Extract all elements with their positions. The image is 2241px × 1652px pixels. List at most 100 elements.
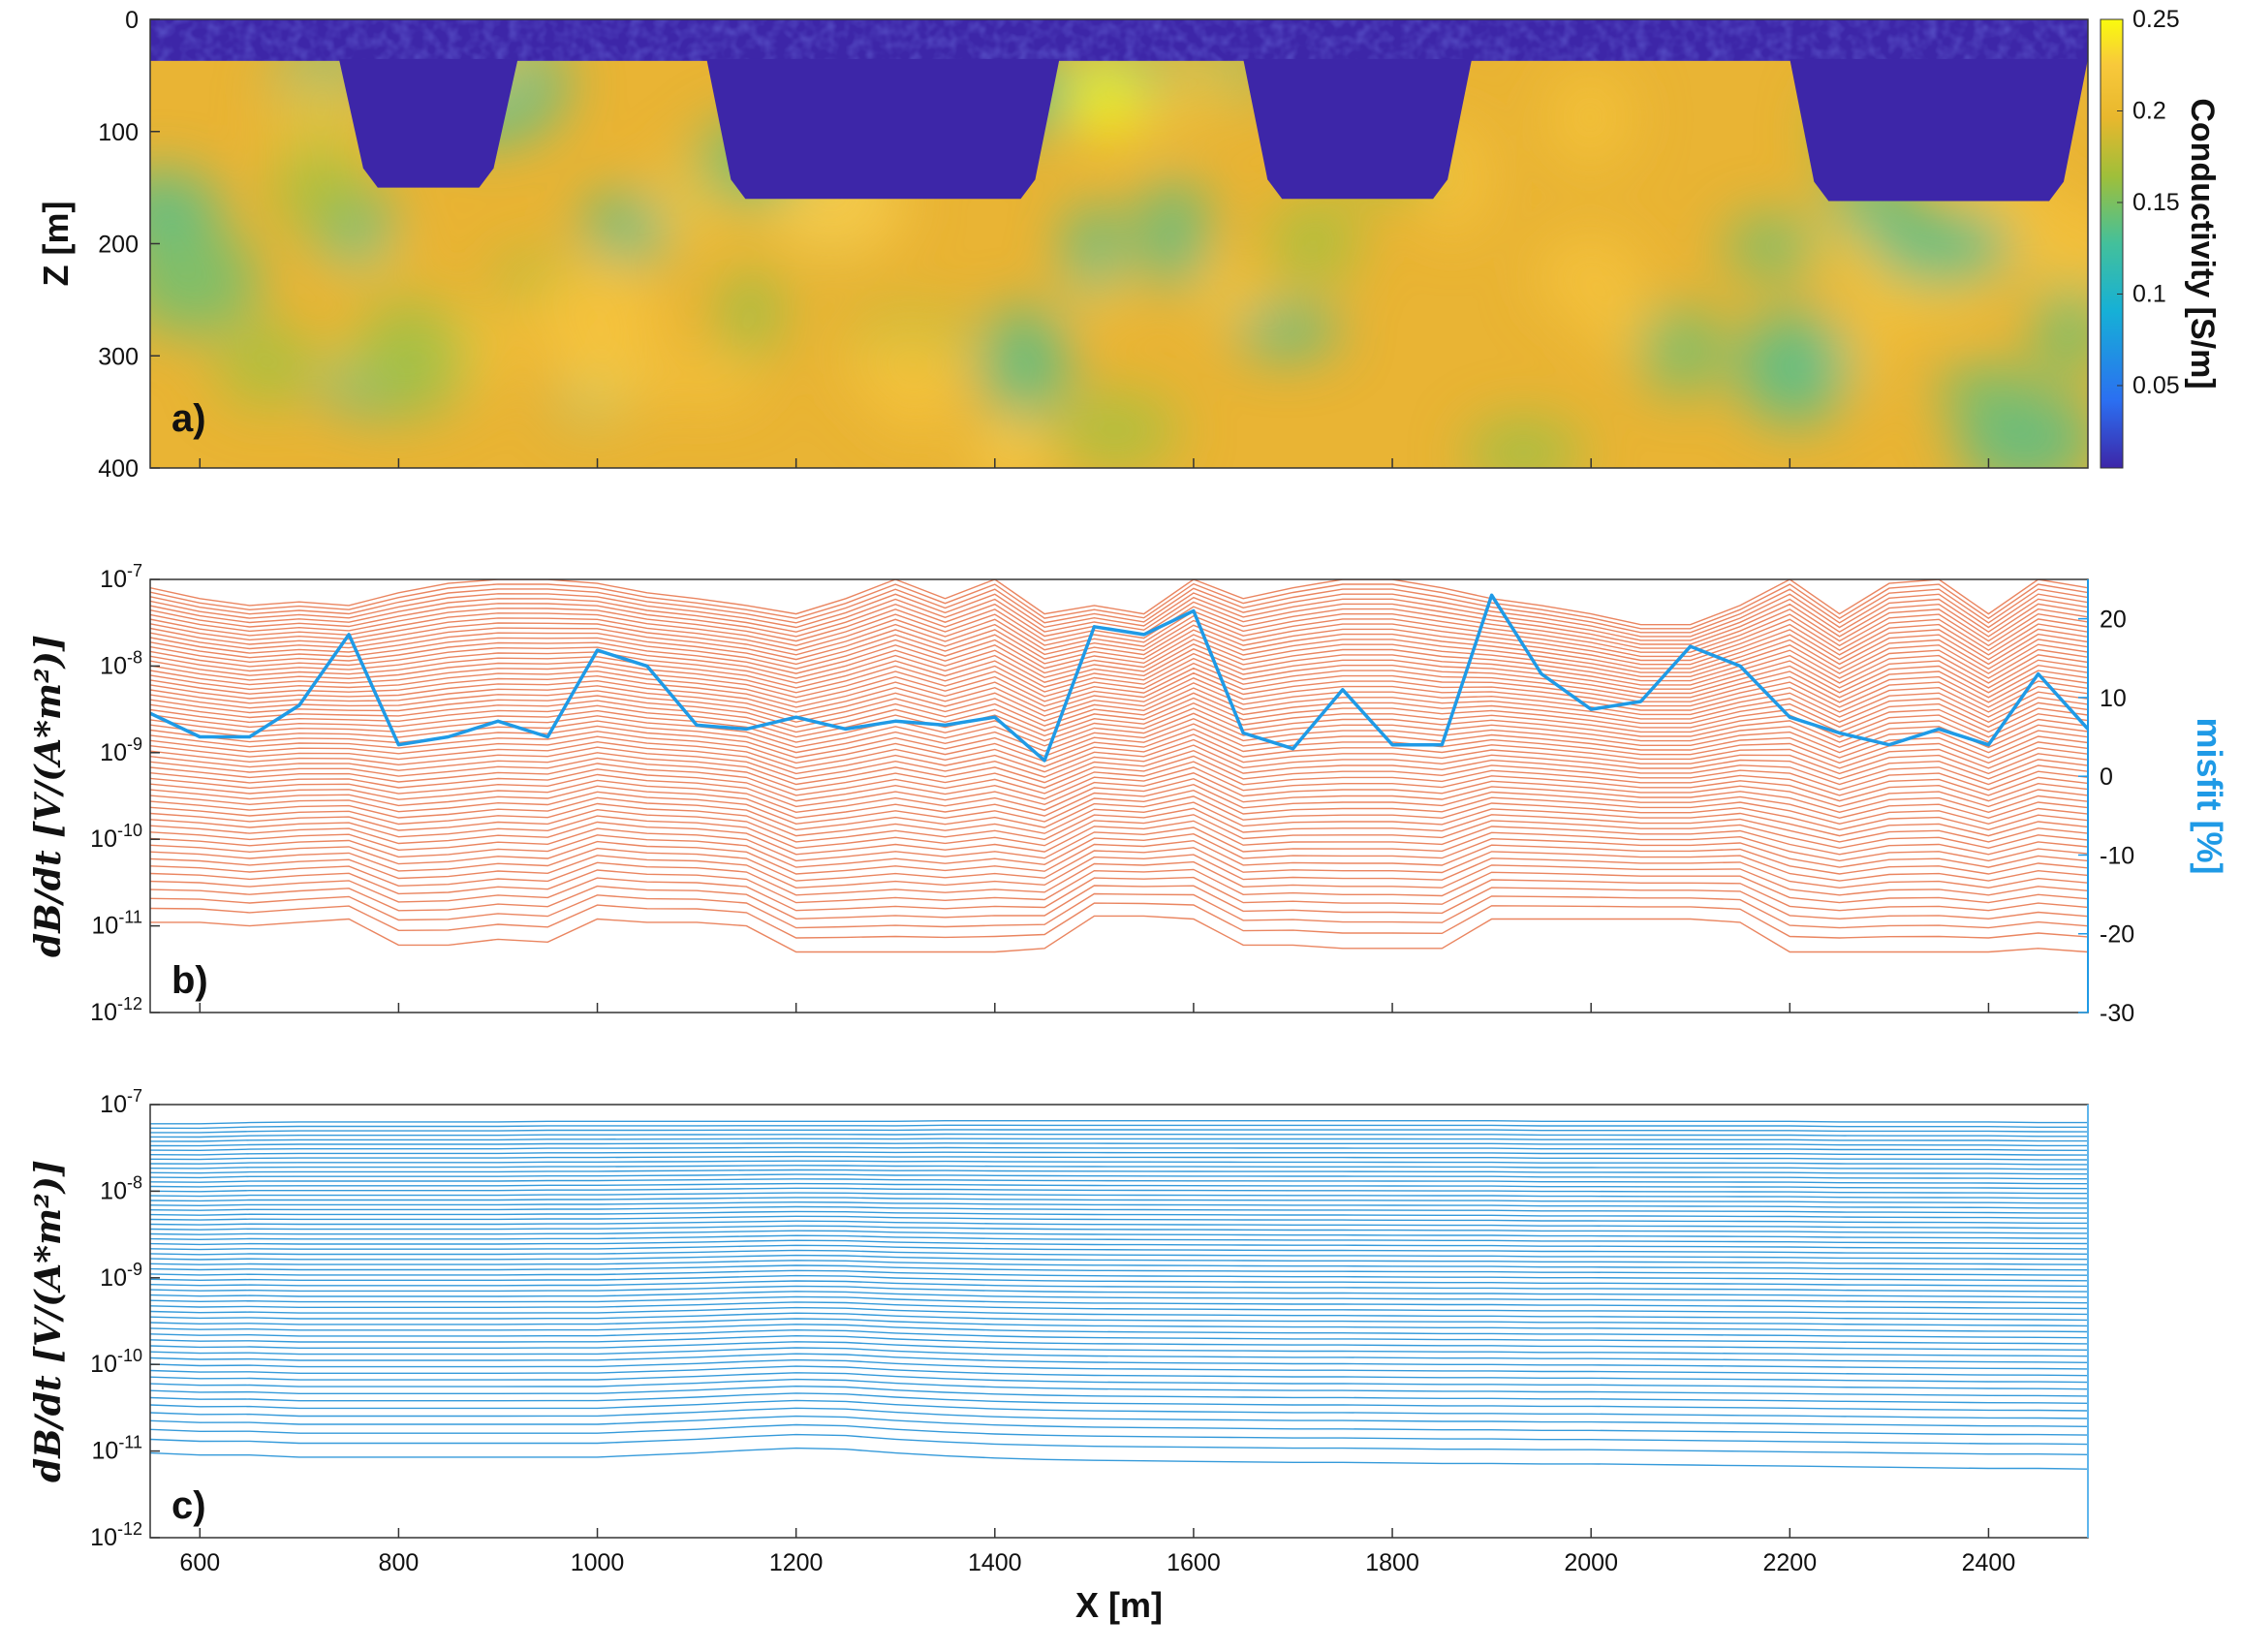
channel-1 (338, 58, 518, 188)
conductivity-blob (1465, 418, 1583, 468)
conductivity-colorbar: 0.05 0.1 0.15 0.2 0.25 (2100, 6, 2180, 469)
conductivity-blob (1934, 363, 2033, 414)
dbdt-curve (150, 1173, 2088, 1180)
dbdt-curve (150, 1318, 2088, 1333)
conductivity-texture (150, 25, 2088, 468)
panel-b-dbdt-curves (150, 579, 2088, 1013)
y-tick-label: 10-11 (92, 1433, 143, 1465)
dbdt-curve (150, 789, 2088, 826)
y-tick-label: 10-7 (100, 561, 142, 593)
panel-a-y-tick-label: 400 (98, 455, 139, 483)
dbdt-curve (150, 1197, 2088, 1204)
misfit-tick-label: -10 (2100, 842, 2134, 869)
dbdt-curve (150, 614, 2088, 658)
channel-3 (1243, 58, 1473, 200)
conductivity-blob (1737, 310, 1852, 424)
panel-a-y-tick-label: 100 (98, 119, 139, 146)
dbdt-curve (150, 738, 2088, 775)
colorbar-tick-label: 0.15 (2132, 189, 2180, 216)
channel-2 (706, 58, 1060, 200)
misfit-tick-label: -20 (2100, 921, 2134, 949)
dbdt-curve (150, 1146, 2088, 1152)
panel-a-conductivity-section: 0 100 200 300 400 Z [m] a) 0.05 0.1 0.15 0.2 0.2… (36, 6, 2221, 483)
dbdt-curve (150, 587, 2088, 634)
dbdt-curve (150, 1230, 2088, 1239)
dbdt-curve (150, 814, 2088, 850)
dbdt-curve (150, 902, 2088, 939)
dbdt-curve (150, 1392, 2088, 1412)
dbdt-curve (150, 801, 2088, 837)
dbdt-curve (150, 1353, 2088, 1370)
conductivity-blob (1065, 203, 1124, 296)
conductivity-blob (1547, 66, 1633, 169)
dbdt-curve (150, 1133, 2088, 1138)
misfit-tick-label: -30 (2100, 1000, 2134, 1027)
conductivity-blob (1065, 59, 1143, 138)
dbdt-curve (150, 1124, 2088, 1130)
conductivity-blob (1998, 203, 2088, 293)
dbdt-curve (150, 1254, 2088, 1265)
conductivity-blob (1233, 305, 1340, 357)
panel-b-observed-data: 10-12 10-11 10-10 10-9 10-8 10-7 -30 -20 -10 0 10 2… (28, 561, 2229, 1027)
dbdt-curve (150, 652, 2088, 690)
dbdt-curve (150, 579, 2088, 626)
dbdt-curve (150, 1178, 2088, 1185)
dbdt-curve (150, 1415, 2088, 1436)
conductivity-blob (1536, 232, 1645, 323)
colorbar-tick-label: 0.05 (2132, 372, 2180, 399)
channel-4 (1790, 58, 2088, 202)
dbdt-curve (150, 1165, 2088, 1170)
dbdt-curve (150, 1423, 2088, 1446)
conductivity-blob (1145, 57, 1249, 113)
dbdt-curve (150, 1280, 2088, 1293)
dbdt-curve (150, 647, 2088, 686)
conductivity-blob (878, 364, 954, 435)
x-tick-label: 1000 (571, 1549, 625, 1576)
panel-b-axes: 10-12 10-11 10-10 10-9 10-8 10-7 -30 -20 -10 0 10 2… (90, 561, 2134, 1027)
dbdt-curve (150, 915, 2088, 953)
dbdt-curve (150, 624, 2088, 666)
dbdt-curve (150, 832, 2088, 868)
dbdt-curve (150, 1244, 2088, 1256)
dbdt-curve (150, 1200, 2088, 1209)
dbdt-curve (150, 1341, 2088, 1357)
dbdt-curve (150, 596, 2088, 641)
colorbar-label: Conductivity [S/m] (2184, 98, 2221, 389)
misfit-polyline (150, 593, 2088, 763)
conductivity-blob (150, 227, 261, 335)
y-tick-label: 10-9 (100, 1260, 142, 1292)
dbdt-curve (150, 1151, 2088, 1156)
dbdt-curve (150, 1274, 2088, 1288)
dbdt-curve (150, 682, 2088, 718)
colorbar-gradient (2100, 18, 2124, 469)
dbdt-curve (150, 1225, 2088, 1234)
dbdt-curve (150, 766, 2088, 802)
panel-c-predicted-data: 10-12 10-11 10-10 10-9 10-8 10-7 600 800 1000 120… (28, 1086, 2089, 1625)
panel-a-axes: 0 100 200 300 400 (98, 7, 2089, 483)
dbdt-curve (150, 847, 2088, 882)
dbdt-curve (150, 697, 2088, 733)
dbdt-curve (150, 1347, 2088, 1364)
dbdt-curve (150, 1328, 2088, 1345)
misfit-tick-label: 10 (2100, 685, 2127, 712)
conductivity-blob (1870, 207, 2013, 285)
y-tick-label: 10-12 (90, 994, 142, 1026)
dbdt-curve (150, 1334, 2088, 1352)
dbdt-curve (150, 807, 2088, 843)
conductivity-blob (1638, 305, 1725, 394)
dbdt-curve (150, 795, 2088, 831)
dbdt-curve (150, 707, 2088, 743)
panel-c-dbdt-curves (150, 1105, 2088, 1538)
dbdt-curve (150, 744, 2088, 780)
dbdt-curve (150, 657, 2088, 695)
dbdt-curve (150, 826, 2088, 862)
panel-a-label: a) (171, 397, 206, 440)
misfit-tick-label: 0 (2100, 764, 2113, 791)
dbdt-curve (150, 1210, 2088, 1219)
dbdt-curve (150, 1220, 2088, 1230)
conductivity-blob (523, 260, 669, 376)
dbdt-curve (150, 592, 2088, 638)
dbdt-curve (150, 629, 2088, 670)
dbdt-curve (150, 749, 2088, 786)
